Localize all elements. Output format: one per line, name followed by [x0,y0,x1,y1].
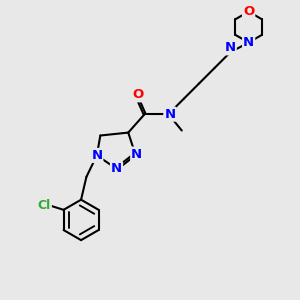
Text: O: O [132,88,144,101]
Text: Cl: Cl [38,199,51,212]
Text: N: N [111,162,122,175]
Text: O: O [243,5,254,18]
Text: N: N [131,148,142,160]
Text: N: N [243,36,254,49]
Text: N: N [225,41,236,54]
Text: N: N [91,149,102,162]
Text: N: N [164,108,175,121]
